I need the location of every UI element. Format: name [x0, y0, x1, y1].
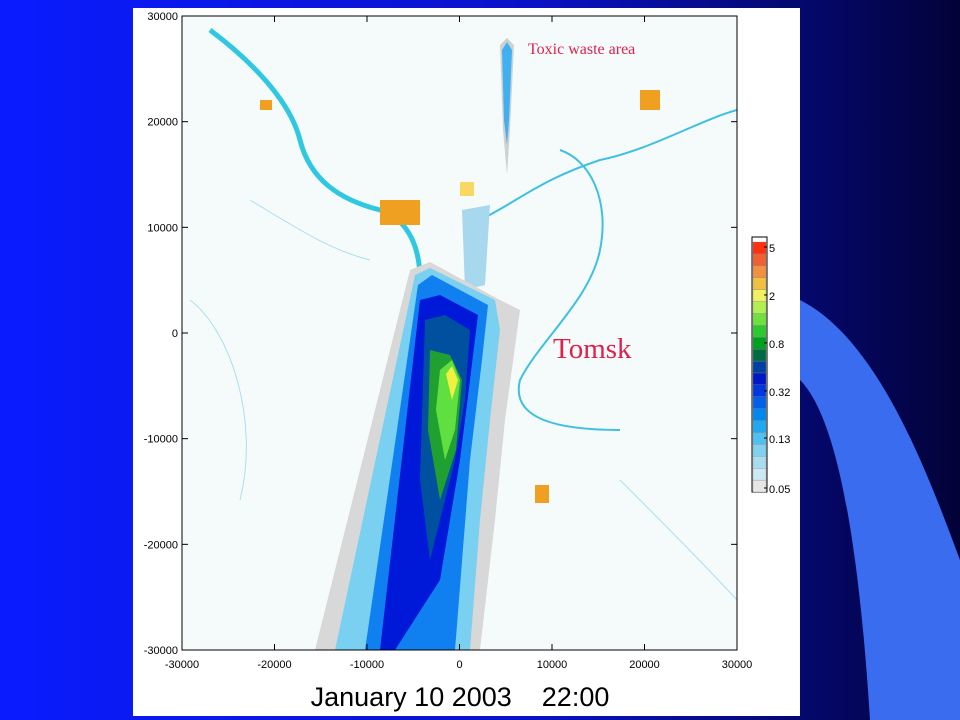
- colorbar-label: 2: [769, 291, 775, 303]
- x-tick-label: -20000: [257, 659, 291, 671]
- caption: January 10 2003 22:00: [311, 682, 610, 712]
- colorbar-label: 0.05: [769, 484, 790, 496]
- colorbar-swatch: [752, 277, 767, 290]
- city-area: [380, 200, 420, 225]
- colorbar-swatch: [752, 289, 767, 302]
- colorbar-swatch: [752, 360, 767, 374]
- colorbar-swatch: [752, 301, 767, 314]
- y-tick-label: -30000: [144, 645, 178, 657]
- colorbar-swatch: [752, 348, 767, 362]
- colorbar-swatch: [752, 253, 767, 266]
- colorbar-swatch: [752, 444, 767, 457]
- x-tick-label: -10000: [350, 659, 384, 671]
- colorbar-label: 0.32: [769, 387, 790, 399]
- annotation: Toxic waste area: [528, 41, 635, 58]
- plume-inner: [502, 42, 512, 145]
- x-tick-label: 30000: [722, 659, 753, 671]
- colorbar-swatch: [752, 456, 767, 469]
- annotation: Tomsk: [553, 333, 632, 365]
- y-tick-label: -20000: [144, 539, 178, 551]
- city-area: [535, 485, 549, 503]
- x-tick-label: 0: [456, 659, 462, 671]
- y-tick-label: 0: [172, 328, 178, 340]
- plume-outer: [462, 205, 490, 290]
- y-tick-label: 30000: [147, 11, 178, 23]
- x-tick-label: 10000: [537, 659, 568, 671]
- colorbar-swatch: [752, 313, 767, 326]
- city-area: [260, 100, 272, 110]
- colorbar-swatch: [752, 396, 767, 409]
- y-tick-label: 10000: [147, 222, 178, 234]
- y-tick-label: -10000: [144, 434, 178, 446]
- decor-shape: [800, 300, 960, 720]
- x-tick-label: -30000: [165, 659, 199, 671]
- river: [479, 109, 737, 221]
- colorbar-swatch: [752, 408, 767, 421]
- city-area: [640, 90, 660, 110]
- colorbar-swatch: [752, 241, 767, 255]
- stream: [189, 199, 737, 601]
- y-tick-label: 20000: [147, 117, 178, 129]
- colorbar-swatch: [752, 372, 767, 386]
- map-layer: [182, 16, 737, 650]
- colorbar-label: 0.13: [769, 434, 790, 446]
- colorbar-swatch: [752, 325, 767, 338]
- x-tick-label: 20000: [629, 659, 660, 671]
- colorbar-swatch: [752, 479, 767, 493]
- river: [517, 149, 621, 431]
- colorbar-swatch: [752, 468, 767, 481]
- city-area: [460, 182, 474, 196]
- plume-peak: [446, 366, 458, 400]
- colorbar-swatch: [752, 420, 767, 433]
- colorbar-label: 5: [769, 243, 775, 255]
- colorbar: 5 2 0.8 0.32 0.13 0.05: [752, 241, 790, 496]
- colorbar-swatch: [752, 265, 767, 278]
- colorbar-label: 0.8: [769, 339, 784, 351]
